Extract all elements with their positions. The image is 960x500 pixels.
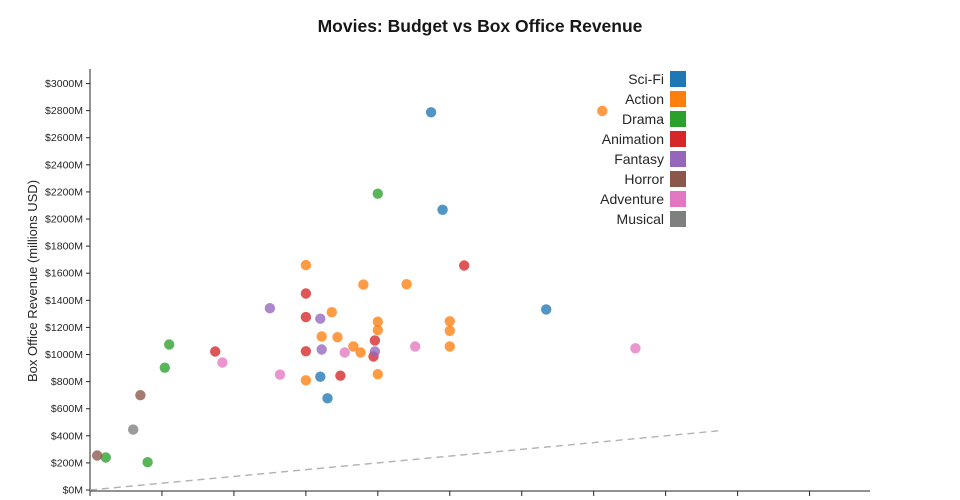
point-adventure (274, 369, 286, 380)
point-drama (100, 452, 112, 463)
data-points-group (92, 105, 641, 468)
legend-swatch-horror (670, 171, 686, 187)
y-tick-label: $200M (51, 457, 83, 469)
point-action (372, 369, 383, 380)
legend-swatch-sci-fi (670, 71, 686, 87)
point-sci-fi (425, 107, 437, 118)
point-action (332, 332, 343, 343)
point-animation (300, 288, 312, 299)
point-action (444, 325, 455, 336)
point-action (444, 341, 455, 352)
point-animation (369, 335, 381, 346)
point-animation (459, 260, 470, 271)
y-tick-label: $400M (51, 430, 83, 442)
point-drama (372, 188, 383, 199)
y-tick-label: $600M (51, 403, 83, 415)
point-action (355, 347, 366, 358)
point-sci-fi (437, 204, 448, 215)
y-tick-label: $800M (51, 376, 83, 388)
point-animation (300, 346, 312, 357)
legend-swatch-animation (670, 131, 686, 147)
point-action (316, 331, 327, 342)
y-tick-label: $0M (63, 485, 83, 497)
point-adventure (410, 341, 421, 352)
y-tick-label: $1000M (45, 349, 83, 361)
y-tick-label: $1800M (45, 241, 83, 253)
point-action (300, 375, 312, 386)
point-horror (135, 390, 146, 401)
legend-swatch-fantasy (670, 151, 686, 167)
y-tick-label: $3000M (45, 78, 83, 90)
point-drama (164, 339, 175, 350)
legend-swatch-adventure (670, 191, 686, 207)
legend-label-sci-fi: Sci-Fi (628, 71, 664, 87)
point-drama (159, 362, 170, 373)
point-action (372, 316, 383, 327)
legend-label-action: Action (625, 91, 664, 107)
point-action (444, 316, 455, 327)
chart-title: Movies: Budget vs Box Office Revenue (318, 16, 643, 36)
legend-swatch-musical (670, 211, 686, 227)
y-tick-label: $2800M (45, 105, 83, 117)
point-fantasy (369, 346, 381, 357)
point-action (358, 279, 369, 290)
legend-swatch-drama (670, 111, 686, 127)
y-axis-label: Box Office Revenue (millions USD) (25, 180, 40, 382)
point-sci-fi (315, 371, 326, 382)
point-fantasy (315, 313, 326, 324)
y-tick-label: $2000M (45, 214, 83, 226)
point-adventure (339, 347, 350, 358)
point-action (401, 279, 412, 290)
point-animation (335, 370, 346, 381)
y-tick-label: $1600M (45, 268, 83, 280)
legend-label-animation: Animation (602, 131, 664, 147)
point-action (326, 307, 337, 318)
axes: $0M $200M $400M $600M $800M $1000M $1200M $1400… (45, 69, 870, 497)
point-action (372, 324, 383, 336)
point-adventure (217, 357, 228, 368)
point-adventure (630, 343, 641, 354)
point-musical (128, 424, 139, 435)
point-sci-fi (322, 393, 333, 404)
legend: Sci-Fi Action Drama Animation Fantasy Horror A… (600, 71, 686, 227)
point-action (348, 341, 359, 352)
break-even-dashed-line (89, 429, 724, 491)
point-animation (300, 311, 312, 323)
point-action (597, 105, 608, 117)
legend-label-fantasy: Fantasy (614, 151, 664, 167)
y-tick-label: $2400M (45, 159, 83, 171)
point-action (300, 259, 312, 271)
legend-label-drama: Drama (622, 111, 664, 127)
y-tick-label: $1400M (45, 295, 83, 307)
legend-swatch-action (670, 91, 686, 107)
y-tick-label: $2200M (45, 186, 83, 198)
y-tick-label: $1200M (45, 322, 83, 334)
point-drama (142, 457, 153, 468)
point-animation (210, 346, 221, 357)
legend-label-adventure: Adventure (600, 191, 664, 207)
point-fantasy (316, 344, 327, 355)
point-horror (92, 450, 103, 461)
y-tick-label: $2600M (45, 132, 83, 144)
legend-label-musical: Musical (617, 211, 664, 227)
legend-label-horror: Horror (624, 171, 664, 187)
point-sci-fi (541, 304, 552, 315)
point-fantasy (264, 303, 276, 314)
reference-line-group (89, 429, 724, 491)
